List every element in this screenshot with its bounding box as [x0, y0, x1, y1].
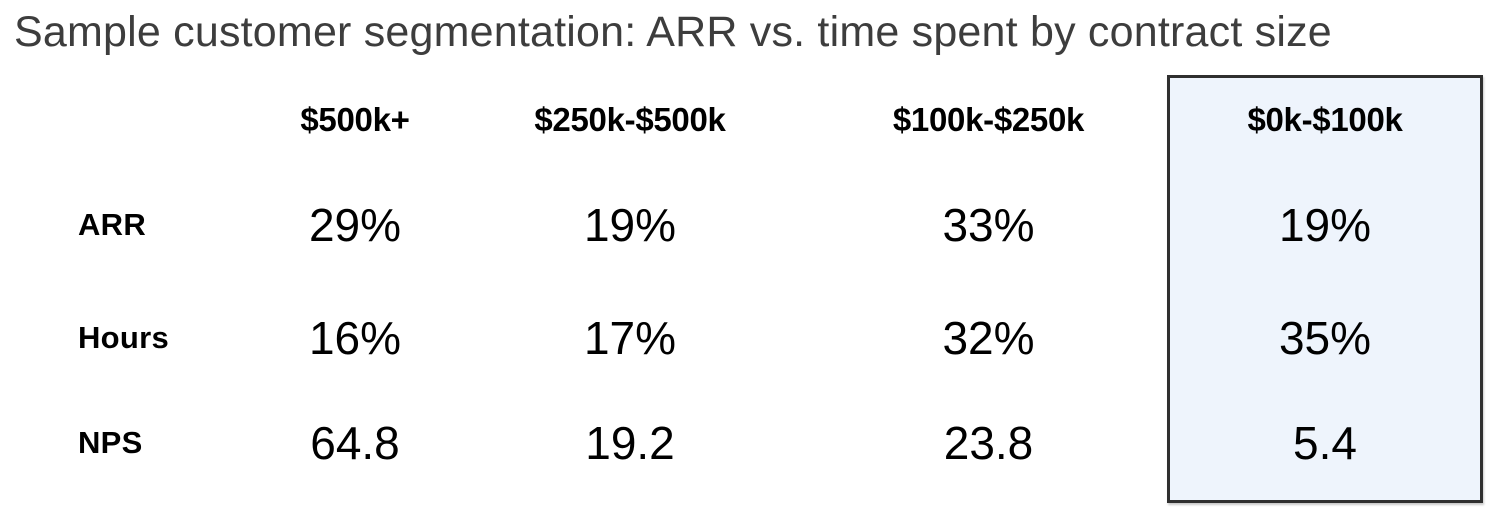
- cell-hours-250k-500k: 17%: [583, 311, 677, 364]
- column-header-100k-250k: $100k-$250k: [892, 101, 1085, 138]
- cell-nps-250k-500k: 19.2: [585, 416, 675, 469]
- cell-arr-500k-plus: 29%: [308, 199, 402, 251]
- cell-hours-100k-250k: 32%: [942, 311, 1035, 364]
- page-title: Sample customer segmentation: ARR vs. ti…: [14, 8, 1332, 56]
- cell-arr-0k-100k: 19%: [1278, 199, 1372, 251]
- cell-arr-100k-250k: 33%: [942, 199, 1035, 251]
- cell-hours-500k-plus: 16%: [308, 311, 402, 364]
- highlight-box-smallest-contract-column: [1167, 75, 1483, 503]
- row-label-arr: ARR: [78, 207, 147, 242]
- segmentation-table: $500k+ $250k-$500k $100k-$250k $0k-$100k…: [0, 75, 1501, 495]
- column-header-250k-500k: $250k-$500k: [534, 101, 726, 138]
- cell-nps-100k-250k: 23.8: [943, 416, 1034, 469]
- column-header-500k-plus: $500k+: [300, 101, 410, 138]
- cell-nps-500k-plus: 64.8: [310, 416, 400, 469]
- cell-hours-0k-100k: 35%: [1278, 311, 1372, 364]
- cell-nps-0k-100k: 5.4: [1293, 416, 1357, 469]
- row-label-nps: NPS: [78, 424, 143, 460]
- cell-arr-250k-500k: 19%: [583, 199, 677, 251]
- column-header-0k-100k: $0k-$100k: [1247, 101, 1403, 138]
- row-label-hours: Hours: [78, 319, 170, 355]
